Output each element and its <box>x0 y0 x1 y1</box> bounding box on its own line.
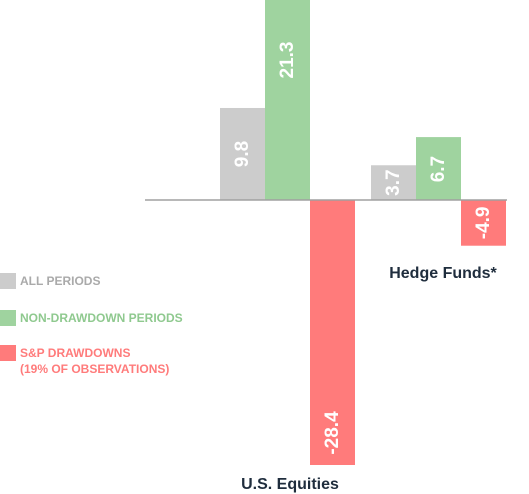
legend-label-all-periods: ALL PERIODS <box>20 274 101 288</box>
bar-2-1 <box>265 0 310 200</box>
bar-3-1 <box>310 200 355 465</box>
value-label-3-1: -28.4 <box>322 411 343 455</box>
legend-swatch-non-drawdown <box>0 310 16 326</box>
legend-label-sp-drawdowns: S&P DRAWDOWNS (19% OF OBSERVATIONS) <box>20 345 169 377</box>
category-label-1: U.S. Equities <box>241 476 339 493</box>
legend-label-non-drawdown: NON-DRAWDOWN PERIODS <box>20 311 183 325</box>
value-label-3-2: -4.9 <box>473 206 494 239</box>
bar-1-2 <box>371 165 416 200</box>
bar-2-2 <box>416 137 461 200</box>
value-label-1-2: 3.7 <box>383 169 404 195</box>
value-label-2-2: 6.7 <box>428 156 449 182</box>
bar-1-1 <box>220 107 265 200</box>
bars-group <box>220 0 506 465</box>
value-label-2-1: 21.3 <box>277 42 298 79</box>
legend-swatch-all-periods <box>0 273 16 289</box>
legend-item-non-drawdown: NON-DRAWDOWN PERIODS <box>0 310 183 326</box>
legend-item-sp-drawdowns: S&P DRAWDOWNS (19% OF OBSERVATIONS) <box>0 345 169 377</box>
bar-3-2 <box>461 200 506 246</box>
legend-label-sp-drawdowns-line1: S&P DRAWDOWNS <box>20 346 131 360</box>
category-labels-group: U.S. Equities Hedge Funds* <box>241 265 497 493</box>
category-label-2: Hedge Funds* <box>389 265 497 282</box>
legend-swatch-sp-drawdowns <box>0 345 16 361</box>
legend-label-sp-drawdowns-line2: (19% OF OBSERVATIONS) <box>20 362 170 376</box>
value-label-1-1: 9.8 <box>232 141 253 167</box>
value-labels-group: 9.8 3.7 21.3 6.7 -28.4 -4.9 <box>232 42 494 455</box>
legend-item-all-periods: ALL PERIODS <box>0 273 100 289</box>
